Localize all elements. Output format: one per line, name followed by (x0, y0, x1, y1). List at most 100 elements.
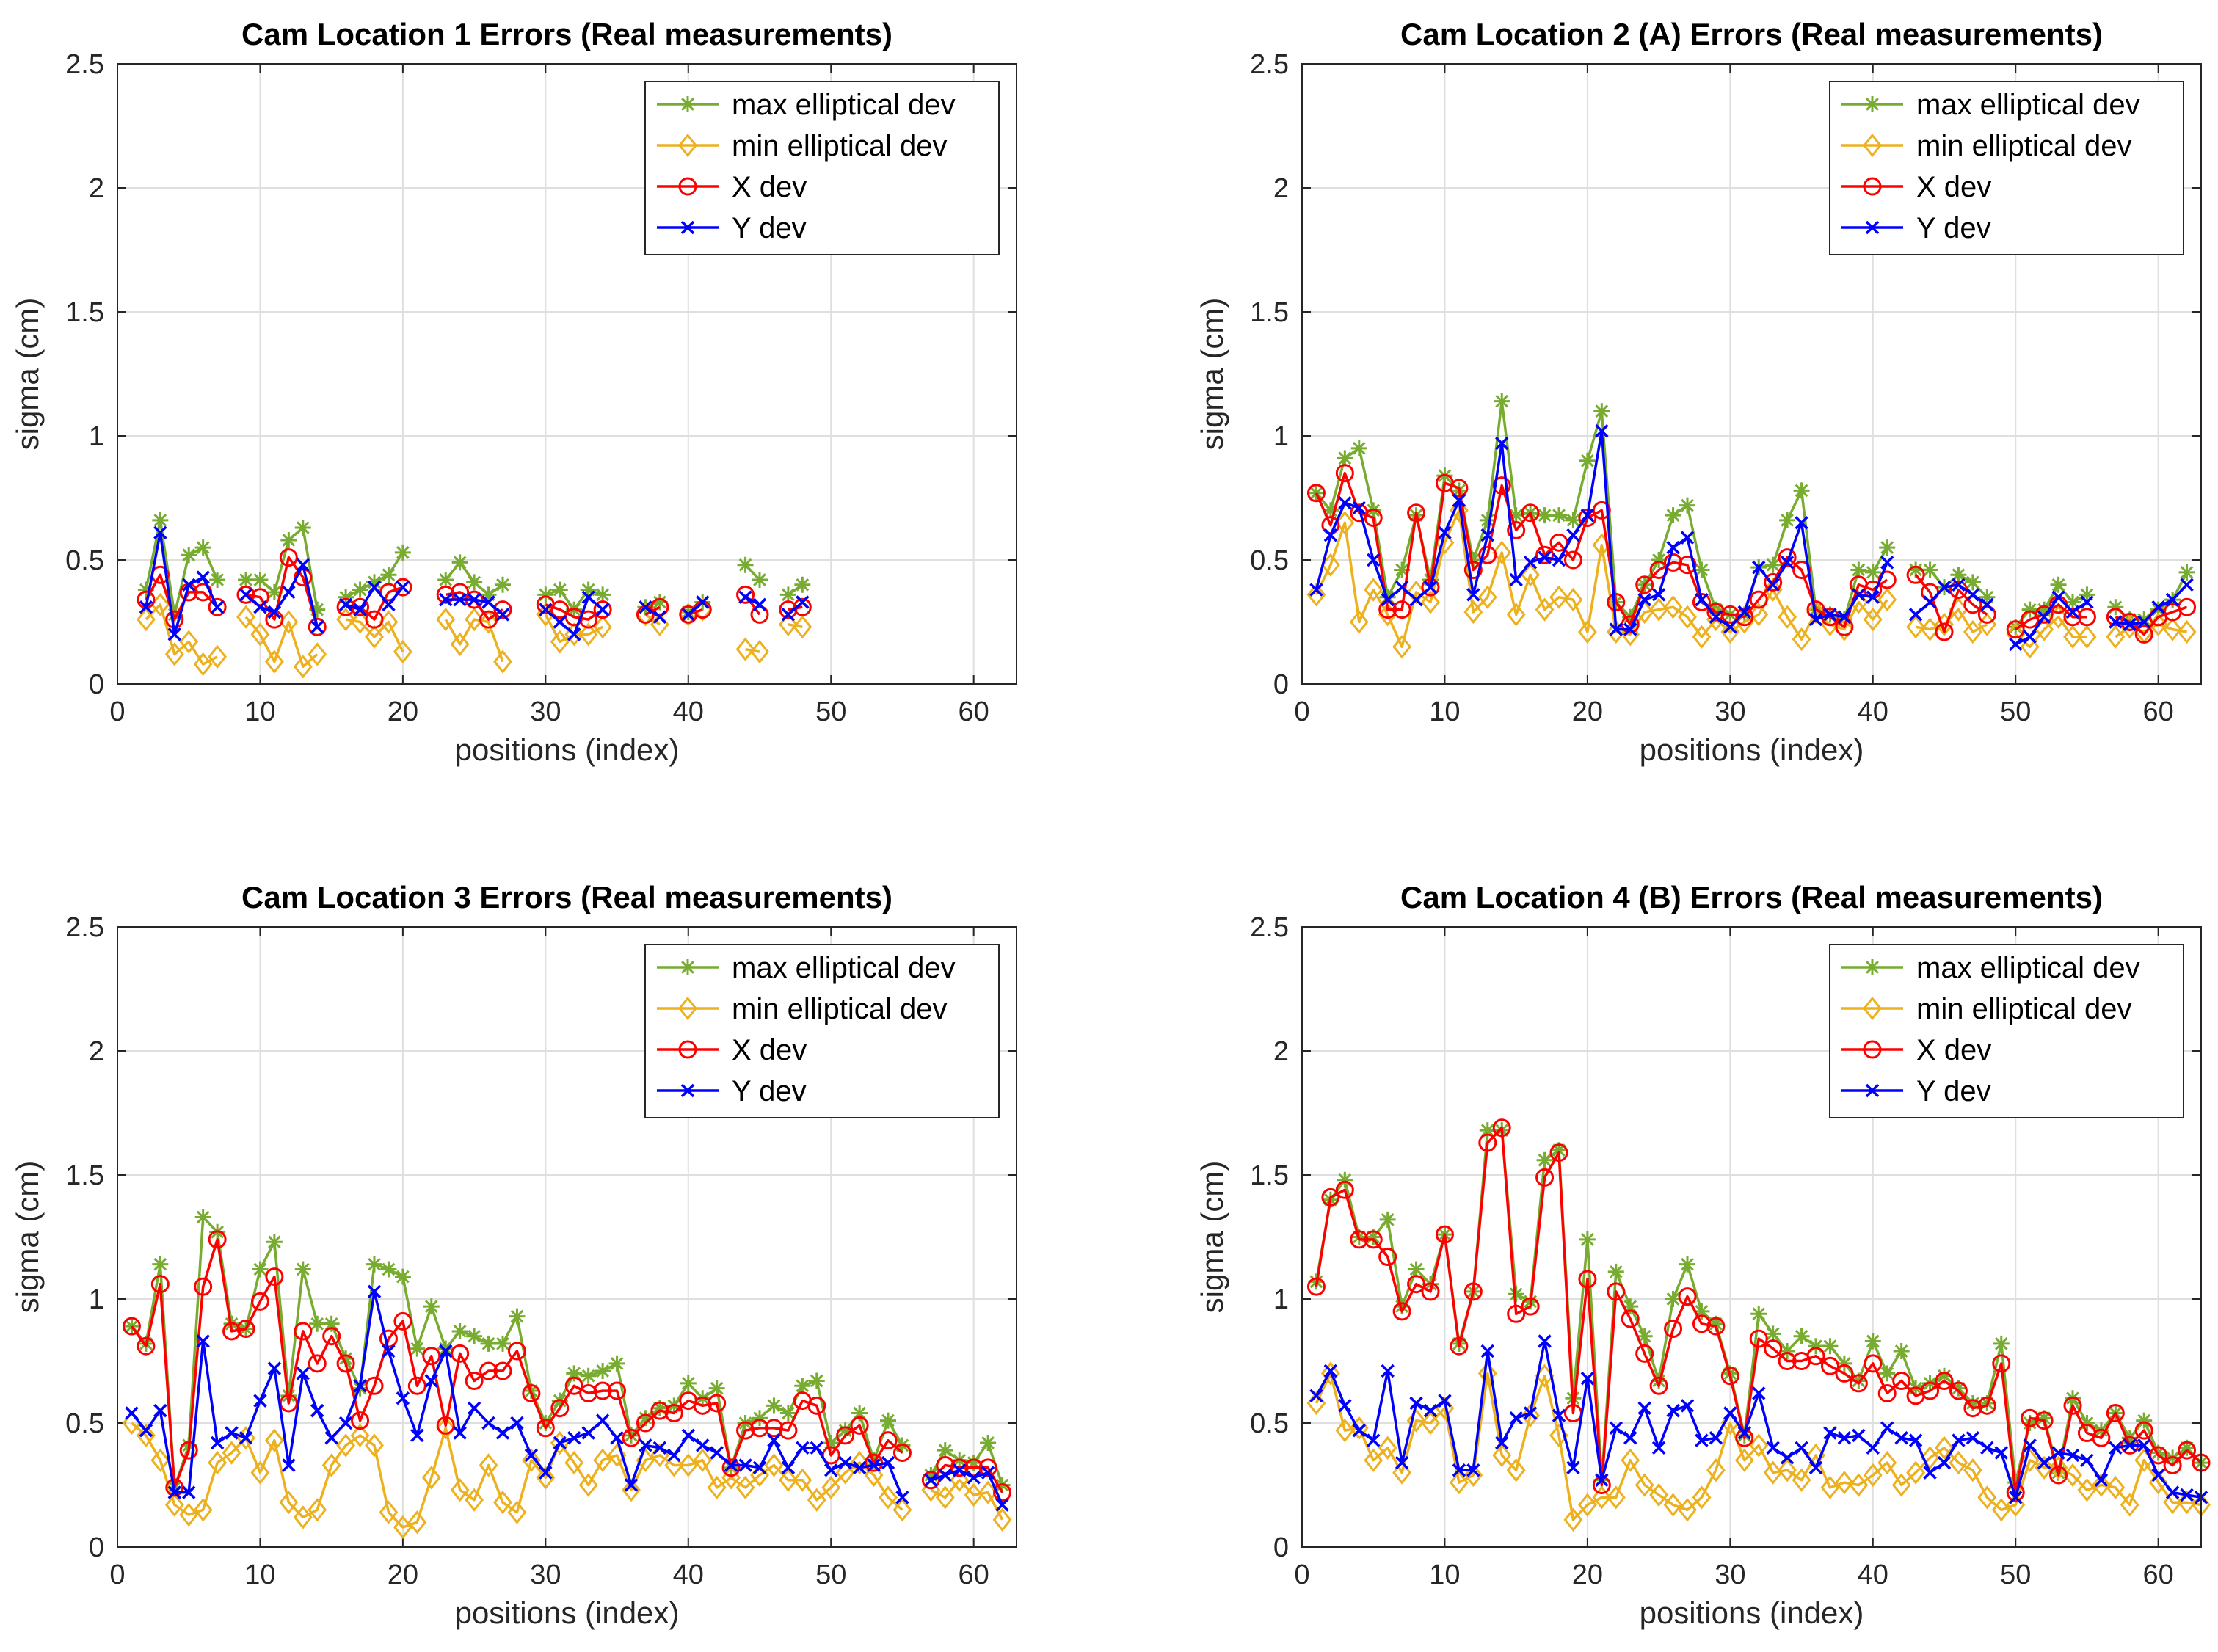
data-point-min (1792, 1468, 1811, 1492)
data-point-min (2163, 1491, 2183, 1515)
data-point-max (1593, 403, 1610, 420)
legend-marker-x (678, 177, 697, 196)
data-point-min (250, 622, 270, 647)
data-point-max (338, 1350, 354, 1367)
data-point-min (179, 1502, 199, 1527)
data-point-min (450, 632, 470, 657)
data-point-max (1494, 393, 1510, 410)
data-point-y (639, 600, 652, 614)
y-tick-label: 0 (89, 669, 104, 700)
x-tick-label: 10 (1429, 1560, 1460, 1590)
data-point-x (1450, 1336, 1469, 1356)
data-point-y (1452, 493, 1466, 508)
y-tick-label: 0.5 (1250, 545, 1289, 576)
legend-entry-max: max elliptical dev (732, 89, 956, 121)
data-point-y (310, 1403, 324, 1418)
legend: max elliptical dev min elliptical dev X de… (644, 81, 1000, 255)
data-point-y (752, 1460, 767, 1475)
data-point-max (466, 574, 483, 591)
data-point-y (1980, 1441, 1994, 1455)
data-point-x (479, 1361, 498, 1380)
data-point-max (1822, 1338, 1839, 1355)
data-point-x (365, 1376, 384, 1395)
data-point-max (1793, 1328, 1810, 1344)
x-tick-label: 20 (388, 1560, 418, 1590)
y-tick-label: 1.5 (1250, 297, 1289, 328)
data-point-min (1335, 1418, 1355, 1443)
chart-title: Cam Location 2 (A) Errors (Real measurem… (1400, 17, 2103, 51)
x-tick-label: 30 (530, 1560, 561, 1590)
data-point-x (1963, 1399, 1982, 1418)
data-point-x (750, 605, 769, 624)
data-point-max (366, 1256, 382, 1273)
data-point-min (1763, 578, 1783, 602)
data-point-x (365, 610, 384, 629)
data-point-min (1521, 563, 1541, 587)
data-point-min (778, 612, 798, 637)
legend-marker-x (1863, 177, 1882, 196)
data-point-max (1879, 1365, 1896, 1382)
data-point-max (823, 1435, 840, 1452)
data-point-y (539, 1466, 553, 1480)
data-point-max (1394, 561, 1411, 578)
data-point-y (181, 1485, 196, 1499)
data-point-x (1350, 1230, 1369, 1249)
data-point-max (1950, 1380, 1967, 1397)
data-point-y (1908, 608, 1923, 622)
data-point-x (1463, 561, 1483, 580)
data-point-min (2048, 1455, 2068, 1480)
data-point-y (681, 608, 696, 622)
data-point-y (2065, 1448, 2080, 1463)
data-point-y (2008, 1491, 2023, 1504)
data-point-y (1366, 553, 1381, 567)
data-point-x (850, 1416, 869, 1435)
data-point-x (622, 1428, 641, 1447)
data-point-min (1863, 1463, 1883, 1488)
data-point-y (1808, 612, 1823, 627)
data-point-y (267, 1361, 282, 1375)
y-tick-label: 1.5 (65, 1160, 104, 1191)
x-tick-label: 30 (1715, 1560, 1745, 1590)
data-point-max (1679, 497, 1695, 514)
data-point-y (2151, 600, 2165, 614)
data-point-x (507, 1342, 526, 1361)
data-point-max (252, 1261, 269, 1278)
legend-marker-y (1865, 220, 1880, 235)
legend-marker-min (678, 133, 697, 158)
data-point-x (950, 1458, 969, 1477)
data-point-y (553, 1436, 567, 1450)
series-line-min (1315, 509, 2187, 649)
data-point-max (1665, 507, 1681, 524)
data-point-max (1408, 1261, 1425, 1278)
data-point-max (1636, 1328, 1653, 1344)
data-point-y (1808, 1460, 1823, 1475)
data-point-y (1381, 1364, 1395, 1378)
data-point-x (1778, 548, 1797, 567)
data-point-max (352, 581, 368, 598)
data-point-x (1607, 1282, 1626, 1301)
data-point-y (1866, 1441, 1880, 1455)
data-point-max (595, 586, 611, 603)
data-point-max (194, 539, 211, 556)
data-point-y (481, 1416, 495, 1430)
data-point-y (282, 585, 296, 600)
data-point-max (152, 512, 169, 528)
legend-entry-y: Y dev (732, 1075, 807, 1107)
data-point-y (852, 1460, 867, 1475)
legend-marker-y (680, 1083, 695, 1098)
legend-entry-max: max elliptical dev (1916, 952, 2140, 984)
data-point-x (721, 1458, 741, 1477)
legend-entry-y: Y dev (1916, 1075, 1991, 1107)
data-point-x (2035, 1411, 2054, 1430)
data-point-max (808, 1372, 825, 1389)
data-point-y (1338, 496, 1352, 510)
data-point-min (1720, 619, 1740, 644)
data-point-max (309, 601, 326, 618)
data-point-min (1563, 587, 1583, 612)
x-tick-label: 40 (673, 1560, 704, 1590)
data-point-x (1421, 578, 1440, 597)
data-point-y (310, 620, 324, 634)
data-point-x (451, 1344, 470, 1363)
data-point-min (2091, 1473, 2111, 1497)
data-point-y (2008, 637, 2023, 652)
